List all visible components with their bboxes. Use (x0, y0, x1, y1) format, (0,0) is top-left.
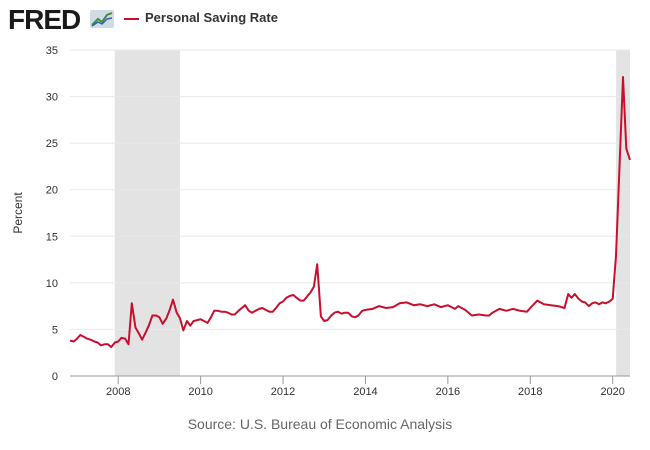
recession-band-1 (616, 50, 630, 376)
y-tick-label-25: 25 (46, 138, 58, 150)
x-tick-label-2008: 2008 (106, 386, 130, 398)
y-tick-label-15: 15 (46, 231, 58, 243)
legend-swatch (124, 18, 139, 20)
x-tick-label-2010: 2010 (188, 386, 212, 398)
x-tick-label-2016: 2016 (436, 386, 460, 398)
y-axis-label: Percent (11, 192, 25, 234)
recession-band-0 (114, 50, 181, 376)
y-tick-label-20: 20 (46, 185, 58, 197)
series-line-0[interactable] (69, 76, 631, 349)
fred-logo-graph-icon (90, 10, 114, 28)
source-note: Source: U.S. Bureau of Economic Analysis (187, 416, 453, 432)
header: FRED Personal Saving Rate (0, 0, 650, 40)
x-tick-label-2018: 2018 (518, 386, 542, 398)
y-tick-label-10: 10 (46, 278, 58, 290)
x-tick-label-2020: 2020 (600, 386, 624, 398)
y-tick-label-5: 5 (52, 324, 58, 336)
x-tick-label-2012: 2012 (271, 386, 295, 398)
fred-logo[interactable]: FRED (8, 4, 81, 35)
y-tick-label-35: 35 (46, 45, 58, 57)
y-tick-label-0: 0 (52, 371, 58, 383)
y-tick-label-30: 30 (46, 92, 58, 104)
legend-label[interactable]: Personal Saving Rate (145, 10, 278, 25)
x-tick-label-2014: 2014 (353, 386, 377, 398)
